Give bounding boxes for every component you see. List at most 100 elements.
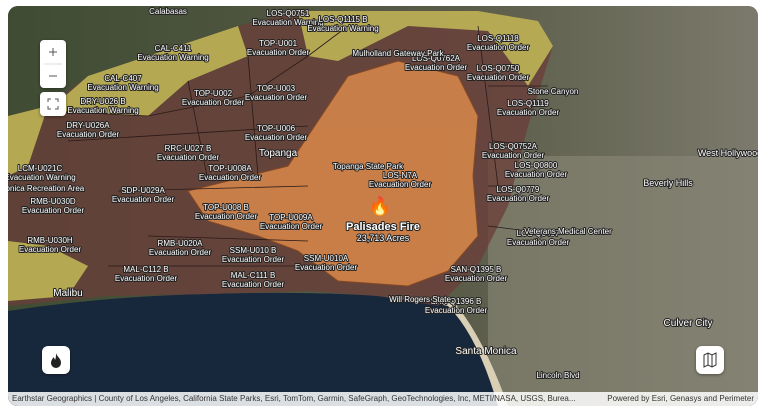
zone-id: RMB-U030D	[30, 197, 76, 206]
zone-id: TOP-U008A	[208, 164, 252, 173]
zone-status: Evacuation Order	[182, 98, 245, 107]
zone-status: Evacuation Warning	[87, 83, 158, 92]
zone-status: Evacuation Order	[405, 63, 468, 72]
zone-status: Evacuation Order	[487, 194, 550, 203]
place-label: Topanga State Park	[333, 162, 404, 171]
place-label: Santa Monica	[455, 346, 517, 357]
zone-status: Evacuation Order	[57, 130, 120, 139]
zone-id: LOS-Q0779	[497, 185, 540, 194]
zone-status: Evacuation Order	[295, 263, 358, 272]
place-label: Malibu	[53, 288, 82, 299]
zone-status: Evacuation Order	[149, 248, 212, 257]
zone-status: Evacuation Order	[195, 212, 258, 221]
fire-button-icon	[51, 353, 61, 368]
zone-status: Evacuation Order	[222, 255, 285, 264]
zone-status: Evacuation Order	[482, 151, 545, 160]
zone-id: RMB-U030H	[27, 236, 73, 245]
zone-id: TOP-U002	[194, 89, 233, 98]
zone-status: Evacuation Order	[157, 153, 220, 162]
zone-id: SDP-U029A	[121, 186, 165, 195]
zone-id: MAL-C112 B	[123, 265, 168, 274]
zone-id: MAL-C111 B	[231, 271, 276, 280]
zone-status: Evacuation Warning	[137, 53, 208, 62]
place-label: Lincoln Blvd	[536, 371, 579, 380]
powered-by[interactable]: Powered by Esri, Genasys and Perimeter	[607, 394, 754, 403]
zone-status: Evacuation Order	[115, 274, 178, 283]
zone-status: Evacuation Order	[467, 43, 530, 52]
fire-icon: 🔥	[369, 195, 391, 216]
evacuation-warning-zones	[8, 11, 553, 301]
place-label: Topanga	[259, 148, 298, 159]
zone-status: Evacuation Order	[245, 133, 308, 142]
zone-id: LOS-Q0750	[477, 64, 520, 73]
zone-status: Evacuation Order	[369, 180, 432, 189]
place-label: Will Rogers State	[389, 295, 451, 304]
place-label: West Hollywood	[698, 148, 758, 158]
zone-id: SSM-U010A	[304, 254, 349, 263]
zone-id: RRC-U027 B	[165, 144, 212, 153]
attribution-bar: Earthstar Geographics | County of Los An…	[8, 392, 758, 406]
zoom-control	[40, 40, 66, 88]
zone-status: Evacuation Order	[497, 108, 560, 117]
fullscreen-button[interactable]	[40, 92, 66, 116]
zone-id: LOS-N7A	[383, 171, 418, 180]
ocean	[8, 292, 498, 406]
zone-id: TOP-U003	[257, 84, 296, 93]
place-label: Stone Canyon	[528, 87, 579, 96]
fire-name: Palisades Fire	[346, 221, 420, 233]
zone-id: CAL-C411	[155, 44, 192, 53]
zone-status: Evacuation Warning	[307, 24, 378, 33]
zone-id: LOS-Q1115 B	[318, 15, 367, 24]
zone-status: Evacuation Warning	[67, 106, 138, 115]
zone-status: Evacuation Order	[505, 170, 568, 179]
zone-id: TOP-U001	[259, 39, 298, 48]
zone-status: Evacuation Order	[199, 173, 262, 182]
zone-status: Evacuation Order	[507, 238, 570, 247]
zone-id: RMB-U020A	[158, 239, 204, 248]
map[interactable]: LOS-Q0751 Evacuation Warning LOS-Q1115 B Ev…	[8, 6, 758, 406]
zone-status: Evacuation Order	[445, 274, 508, 283]
fire-area: 23,713 Acres	[357, 233, 410, 243]
zone-status: Evacuation Warning	[8, 173, 76, 182]
zone-id: LOS-Q0751	[267, 9, 310, 18]
fire-perimeter	[187, 60, 479, 287]
zone-id: DRY-U026 B	[80, 97, 125, 106]
zone-id: LOS-Q0752A	[489, 142, 538, 151]
zone-id: TOP-U006	[257, 124, 296, 133]
place-label: Mulholland Gateway Park	[352, 49, 444, 58]
zone-status: Evacuation Order	[22, 206, 85, 215]
zone-id: LOS-Q1118	[477, 34, 519, 43]
zone-id: LOS-Q0800	[515, 161, 558, 170]
zone-id: LCM-U021C	[18, 164, 63, 173]
basemap-button[interactable]	[696, 346, 724, 374]
zoom-icons	[44, 48, 62, 77]
place-label: Culver City	[664, 318, 713, 329]
zone-id: LOS-Q0407	[517, 229, 560, 238]
zone-id: SSM-U010 B	[230, 246, 277, 255]
zone-status: Evacuation Order	[222, 280, 285, 289]
zone-id: SAN-Q1395 B	[451, 265, 502, 274]
basemap-icon	[703, 352, 717, 368]
fullscreen-icon	[47, 98, 59, 110]
fire-button[interactable]	[42, 346, 70, 374]
zone-id: SAN-Q1396 B	[431, 297, 482, 306]
attribution: Earthstar Geographics | County of Los An…	[12, 394, 576, 403]
zone-id: TOP-U008 B	[203, 203, 249, 212]
place-label: Calabasas	[149, 7, 187, 16]
zone-boundaries	[47, 25, 548, 267]
place-label: Beverly Hills	[643, 178, 693, 188]
zone-status: Evacuation Warning	[252, 18, 323, 27]
place-label: Veterans Medical Center	[524, 227, 612, 236]
zone-id: CAL-C407	[104, 74, 142, 83]
place-label: Santa Monica Recreation Area	[8, 184, 85, 193]
zone-id: DRY-U026A	[66, 121, 110, 130]
zone-status: Evacuation Order	[247, 48, 310, 57]
zone-status: Evacuation Order	[260, 222, 323, 231]
zone-status: Evacuation Order	[245, 93, 308, 102]
zone-id: TOP-U009A	[269, 213, 313, 222]
zone-id: LOS-Q1119	[507, 99, 549, 108]
zone-id: LOS-Q0762A	[412, 54, 461, 63]
zone-status: Evacuation Order	[112, 195, 175, 204]
